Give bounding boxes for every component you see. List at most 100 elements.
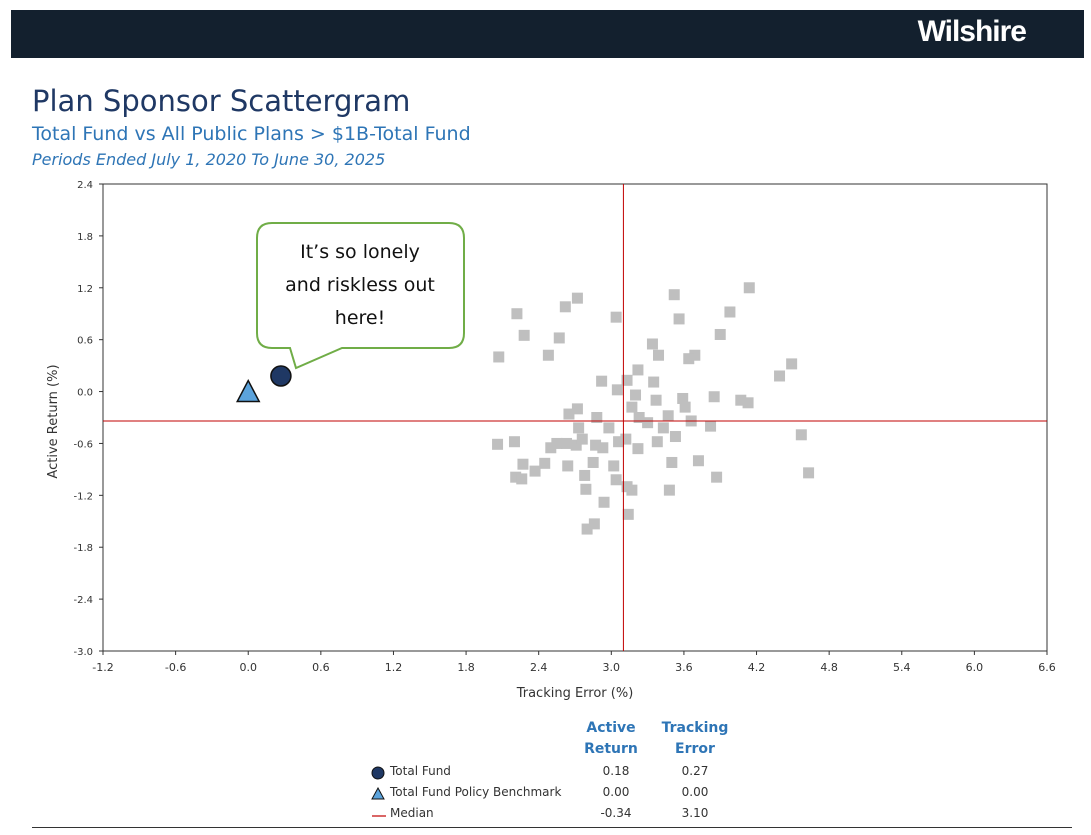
axis-ticks: -1.2 -0.6 0.0 0.6 1.2 1.8 2.4 3.0 3.6 4.2 4.8 5.4 6.…	[73, 180, 1055, 674]
peer-point	[742, 397, 754, 409]
peer-point	[650, 394, 662, 406]
policy-benchmark-point	[235, 378, 261, 403]
peer-point	[803, 467, 815, 479]
peer-point	[653, 349, 665, 361]
peer-point	[683, 353, 695, 365]
peer-point	[570, 439, 582, 451]
peer-point	[786, 358, 798, 370]
x-tick-label: 0.0	[239, 661, 257, 674]
y-tick-label: -2.4	[73, 595, 93, 606]
header-bar: Wilshire	[11, 10, 1084, 58]
peer-point	[571, 403, 583, 415]
peer-point	[705, 420, 717, 432]
legend-row-policy-benchmark: Total Fund Policy Benchmark 0.00 0.00	[368, 783, 768, 803]
highlight-points	[235, 365, 292, 403]
callout-line-1: It’s so lonely	[300, 241, 420, 263]
callout-line-2: and riskless out	[285, 274, 435, 296]
peer-point	[579, 469, 591, 481]
legend-label: Median	[390, 806, 434, 820]
callout-bubble	[256, 222, 465, 370]
median-line-icon	[372, 815, 386, 817]
circle-icon	[371, 766, 385, 780]
peer-point	[610, 311, 622, 323]
x-tick-label: 0.6	[312, 661, 330, 674]
peer-point	[492, 438, 504, 450]
legend-label: Total Fund	[390, 764, 451, 778]
peer-point	[669, 431, 681, 443]
peer-point	[591, 412, 603, 423]
peer-point	[598, 496, 610, 508]
peer-point	[711, 471, 723, 483]
y-tick-label: -1.2	[73, 491, 93, 502]
x-tick-label: 4.2	[748, 661, 766, 674]
peer-point	[613, 436, 625, 448]
triangle-icon	[371, 787, 385, 800]
y-tick-label: 0.6	[77, 336, 93, 347]
peer-point	[573, 422, 585, 434]
peer-point	[610, 474, 622, 486]
x-tick-label: 2.4	[530, 661, 548, 674]
legend-label: Total Fund Policy Benchmark	[390, 785, 562, 799]
peer-points	[492, 282, 815, 535]
legend-tracking-error: 0.00	[681, 785, 709, 799]
legend-active-return: 0.18	[602, 764, 630, 778]
y-tick-label: 2.4	[77, 180, 93, 191]
peer-point	[588, 518, 600, 530]
peer-point	[622, 508, 634, 520]
brand-logo: Wilshire	[917, 15, 1027, 48]
peer-point	[551, 437, 563, 449]
legend-header-tracking-line1: Tracking	[661, 720, 729, 736]
x-tick-label: 3.0	[603, 661, 621, 674]
y-tick-label: 0.0	[77, 388, 93, 399]
peer-point	[539, 457, 551, 469]
y-tick-label: -3.0	[73, 647, 93, 658]
legend-header-active-return: Active Return	[566, 718, 656, 760]
total-fund-point	[270, 365, 292, 387]
x-tick-label: 4.8	[820, 661, 838, 674]
peer-point	[608, 460, 620, 472]
peer-point	[648, 376, 660, 388]
legend-active-return: 0.00	[602, 785, 630, 799]
peer-point	[493, 351, 505, 363]
y-axis-label: Active Return (%)	[46, 364, 61, 478]
legend-active-return: -0.34	[600, 806, 632, 820]
peer-point	[668, 289, 680, 301]
peer-point	[642, 417, 654, 429]
peer-point	[633, 412, 645, 423]
legend-tracking-error: 0.27	[681, 764, 709, 778]
peer-point	[651, 436, 663, 448]
peer-point	[621, 374, 633, 386]
peer-point	[724, 306, 736, 318]
legend-header-active-line2: Return	[584, 741, 638, 757]
y-tick-label: 1.2	[77, 284, 93, 295]
x-tick-label: 5.4	[893, 661, 911, 674]
peer-point	[571, 292, 583, 304]
peer-point	[587, 456, 599, 468]
plot-frame	[102, 183, 1048, 652]
peer-point	[508, 436, 520, 448]
peer-point	[553, 332, 565, 344]
median-lines	[103, 184, 1047, 651]
x-axis-label: Tracking Error (%)	[516, 686, 634, 701]
period-range: Periods Ended July 1, 2020 To June 30, 2…	[32, 150, 386, 169]
x-tick-label: 6.6	[1038, 661, 1056, 674]
x-tick-label: -0.6	[165, 661, 186, 674]
bottom-rule	[32, 827, 1072, 828]
x-tick-label: 1.2	[385, 661, 403, 674]
peer-point	[657, 422, 669, 434]
peer-point	[596, 375, 608, 387]
peer-point	[542, 349, 554, 361]
peer-point	[714, 328, 726, 340]
peer-point	[630, 389, 642, 401]
peer-point	[561, 437, 573, 449]
peer-point	[576, 433, 588, 445]
legend-header-active-line1: Active	[586, 720, 636, 736]
callout-text: It’s so lonely and riskless out here!	[262, 236, 458, 335]
x-tick-label: 3.6	[675, 661, 693, 674]
peer-point	[795, 429, 807, 441]
peer-point	[517, 458, 529, 470]
y-tick-label: -1.8	[73, 543, 93, 554]
x-tick-label: 6.0	[966, 661, 984, 674]
peer-point	[580, 483, 592, 495]
peer-point	[679, 401, 691, 413]
